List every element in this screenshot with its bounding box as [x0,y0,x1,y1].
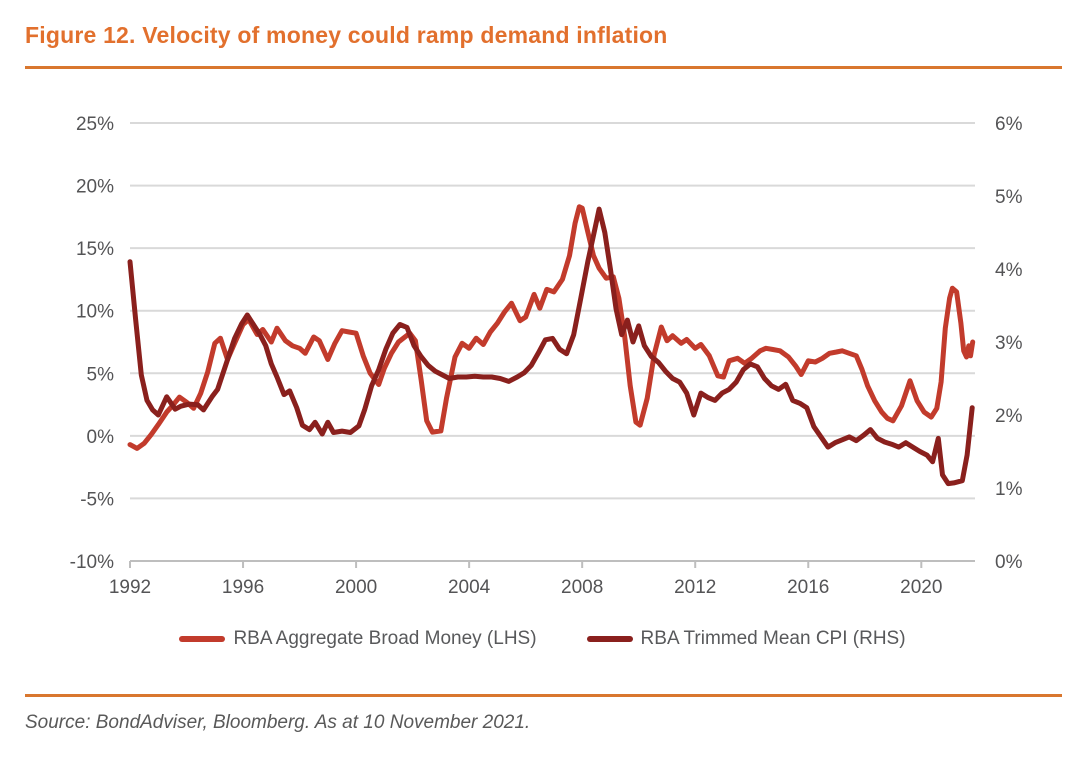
right-axis-tick-label: 0% [995,552,1023,573]
legend-label-trimmed-cpi: RBA Trimmed Mean CPI (RHS) [640,628,906,649]
legend-item-trimmed-cpi: RBA Trimmed Mean CPI (RHS) [586,628,906,650]
source-attribution: Source: BondAdviser, Bloomberg. As at 10… [25,712,531,733]
legend-item-broad-money: RBA Aggregate Broad Money (LHS) [179,628,537,650]
x-axis-tick-label: 2020 [900,577,942,598]
left-axis-tick-label: 5% [87,364,115,385]
footer-divider-line [25,694,1062,697]
title-divider-line [25,66,1062,69]
x-axis-tick-label: 2016 [787,577,829,598]
left-axis-tick-label: 10% [76,302,114,323]
right-axis-tick-label: 4% [995,260,1023,281]
trimmed-cpi-line [127,206,975,487]
x-axis-tick-label: 2000 [335,577,377,598]
figure-title: Figure 12. Velocity of money could ramp … [25,22,668,48]
broad-money-line [127,204,976,451]
left-axis-tick-label: -5% [80,489,114,510]
left-axis-tick-label: 25% [76,114,114,135]
broad-money-line-swatch [179,636,226,642]
x-axis-tick-label: 1992 [109,577,151,598]
chart-legend: RBA Aggregate Broad Money (LHS) RBA Trim… [0,628,1085,650]
right-axis-tick-label: 3% [995,333,1023,354]
x-axis-tick-label: 1996 [222,577,264,598]
right-axis-tick-label: 1% [995,479,1023,500]
right-axis-tick-label: 5% [995,187,1023,208]
line-chart-canvas: 25% 20% 15% 10% 5% 0% -5% -10% 6% 5% 4% 3% 2% 1% 0% 199… [70,114,1023,598]
legend-label-broad-money: RBA Aggregate Broad Money (LHS) [233,628,537,649]
right-axis-tick-label: 6% [995,114,1023,135]
left-axis-tick-label: 0% [87,427,115,448]
x-axis-tick-label: 2012 [674,577,716,598]
left-axis-tick-label: 20% [76,177,114,198]
x-axis-tick-label: 2008 [561,577,603,598]
trimmed-cpi-line-swatch [586,636,633,642]
left-axis-tick-label: -10% [70,552,114,573]
velocity-of-money-chart: 25% 20% 15% 10% 5% 0% -5% -10% 6% 5% 4% 3% 2% 1% 0% 199… [0,95,1085,615]
x-axis-tick-label: 2004 [448,577,491,598]
left-axis-tick-label: 15% [76,239,114,260]
right-axis-tick-label: 2% [995,406,1023,427]
